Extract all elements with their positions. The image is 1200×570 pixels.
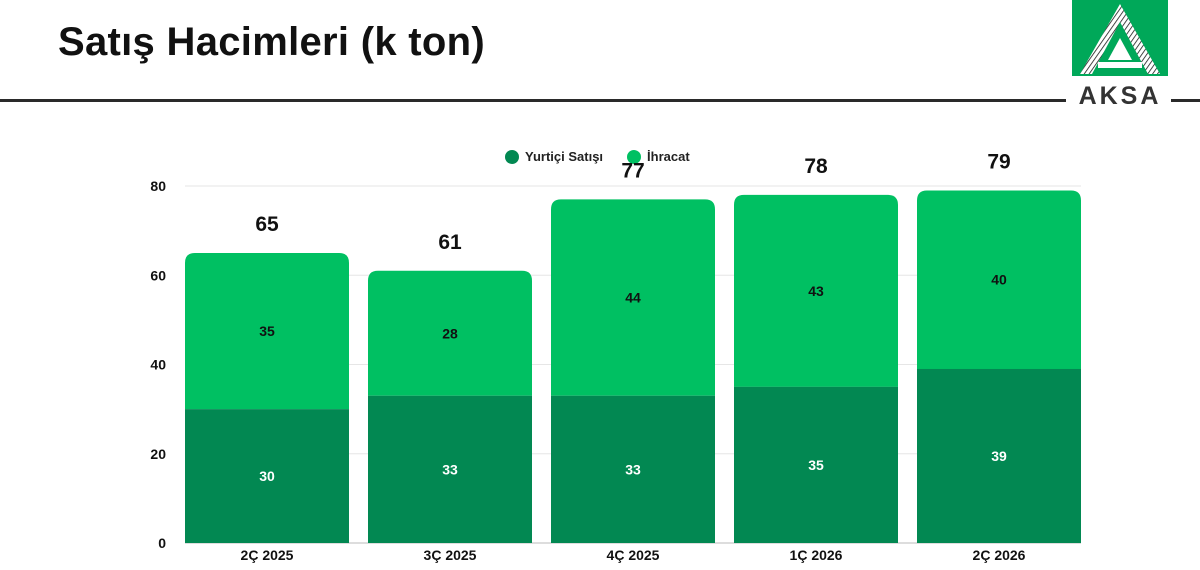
bar-domestic-0 (185, 409, 349, 543)
y-tick-label-0: 0 (158, 535, 166, 551)
bar-domestic-1 (368, 395, 532, 543)
y-tick-label-80: 80 (150, 178, 166, 194)
bar-export-2 (551, 199, 715, 396)
label-export-2: 44 (625, 290, 641, 306)
legend-dot-export (627, 149, 642, 164)
company-logo: AKSA (1072, 0, 1168, 112)
bar-export-4 (917, 190, 1081, 369)
legend-item-domestic: Yurtiçi Satışı (505, 149, 603, 164)
bar-export-1 (368, 270, 532, 396)
bar-export-3 (734, 194, 898, 387)
bar-domestic-4 (917, 368, 1081, 543)
legend-label-export: İhracat (647, 149, 690, 164)
y-tick-label-20: 20 (150, 446, 166, 462)
x-tick-label-1: 3Ç 2025 (424, 547, 477, 563)
header-rule-right (1171, 99, 1200, 102)
y-tick-label-40: 40 (150, 357, 166, 373)
x-tick-label-3: 1Ç 2026 (790, 547, 843, 563)
label-export-4: 40 (991, 272, 1007, 288)
label-export-3: 43 (808, 283, 824, 299)
label-domestic-4: 39 (991, 448, 1007, 464)
bar-domestic-2 (551, 395, 715, 543)
label-domestic-0: 30 (259, 468, 275, 484)
bar-domestic-3 (734, 386, 898, 543)
label-total-0: 65 (255, 213, 279, 236)
label-domestic-1: 33 (442, 461, 458, 477)
logo-text: AKSA (1078, 82, 1162, 110)
y-tick-label-60: 60 (150, 267, 166, 283)
label-total-1: 61 (438, 231, 462, 254)
x-tick-label-2: 4Ç 2025 (607, 547, 660, 563)
label-export-0: 35 (259, 323, 275, 339)
label-total-4: 79 (987, 150, 1010, 173)
logo-a-icon (1072, 0, 1168, 76)
legend-label-domestic: Yurtiçi Satışı (525, 149, 604, 164)
x-tick-label-0: 2Ç 2025 (241, 547, 294, 563)
label-domestic-3: 35 (808, 457, 824, 473)
page-title: Satış Hacimleri (k ton) (58, 20, 486, 64)
header-rule (0, 99, 1066, 102)
bar-export-0 (185, 252, 349, 410)
chart-legend: Yurtiçi Satışı İhracat (505, 149, 714, 164)
label-domestic-2: 33 (625, 461, 641, 477)
label-export-1: 28 (442, 325, 458, 341)
label-total-2: 77 (621, 159, 644, 182)
label-total-3: 78 (804, 155, 828, 178)
legend-dot-domestic (505, 149, 519, 164)
x-tick-label-4: 2Ç 2026 (973, 547, 1026, 563)
legend-item-export: İhracat (627, 149, 690, 164)
